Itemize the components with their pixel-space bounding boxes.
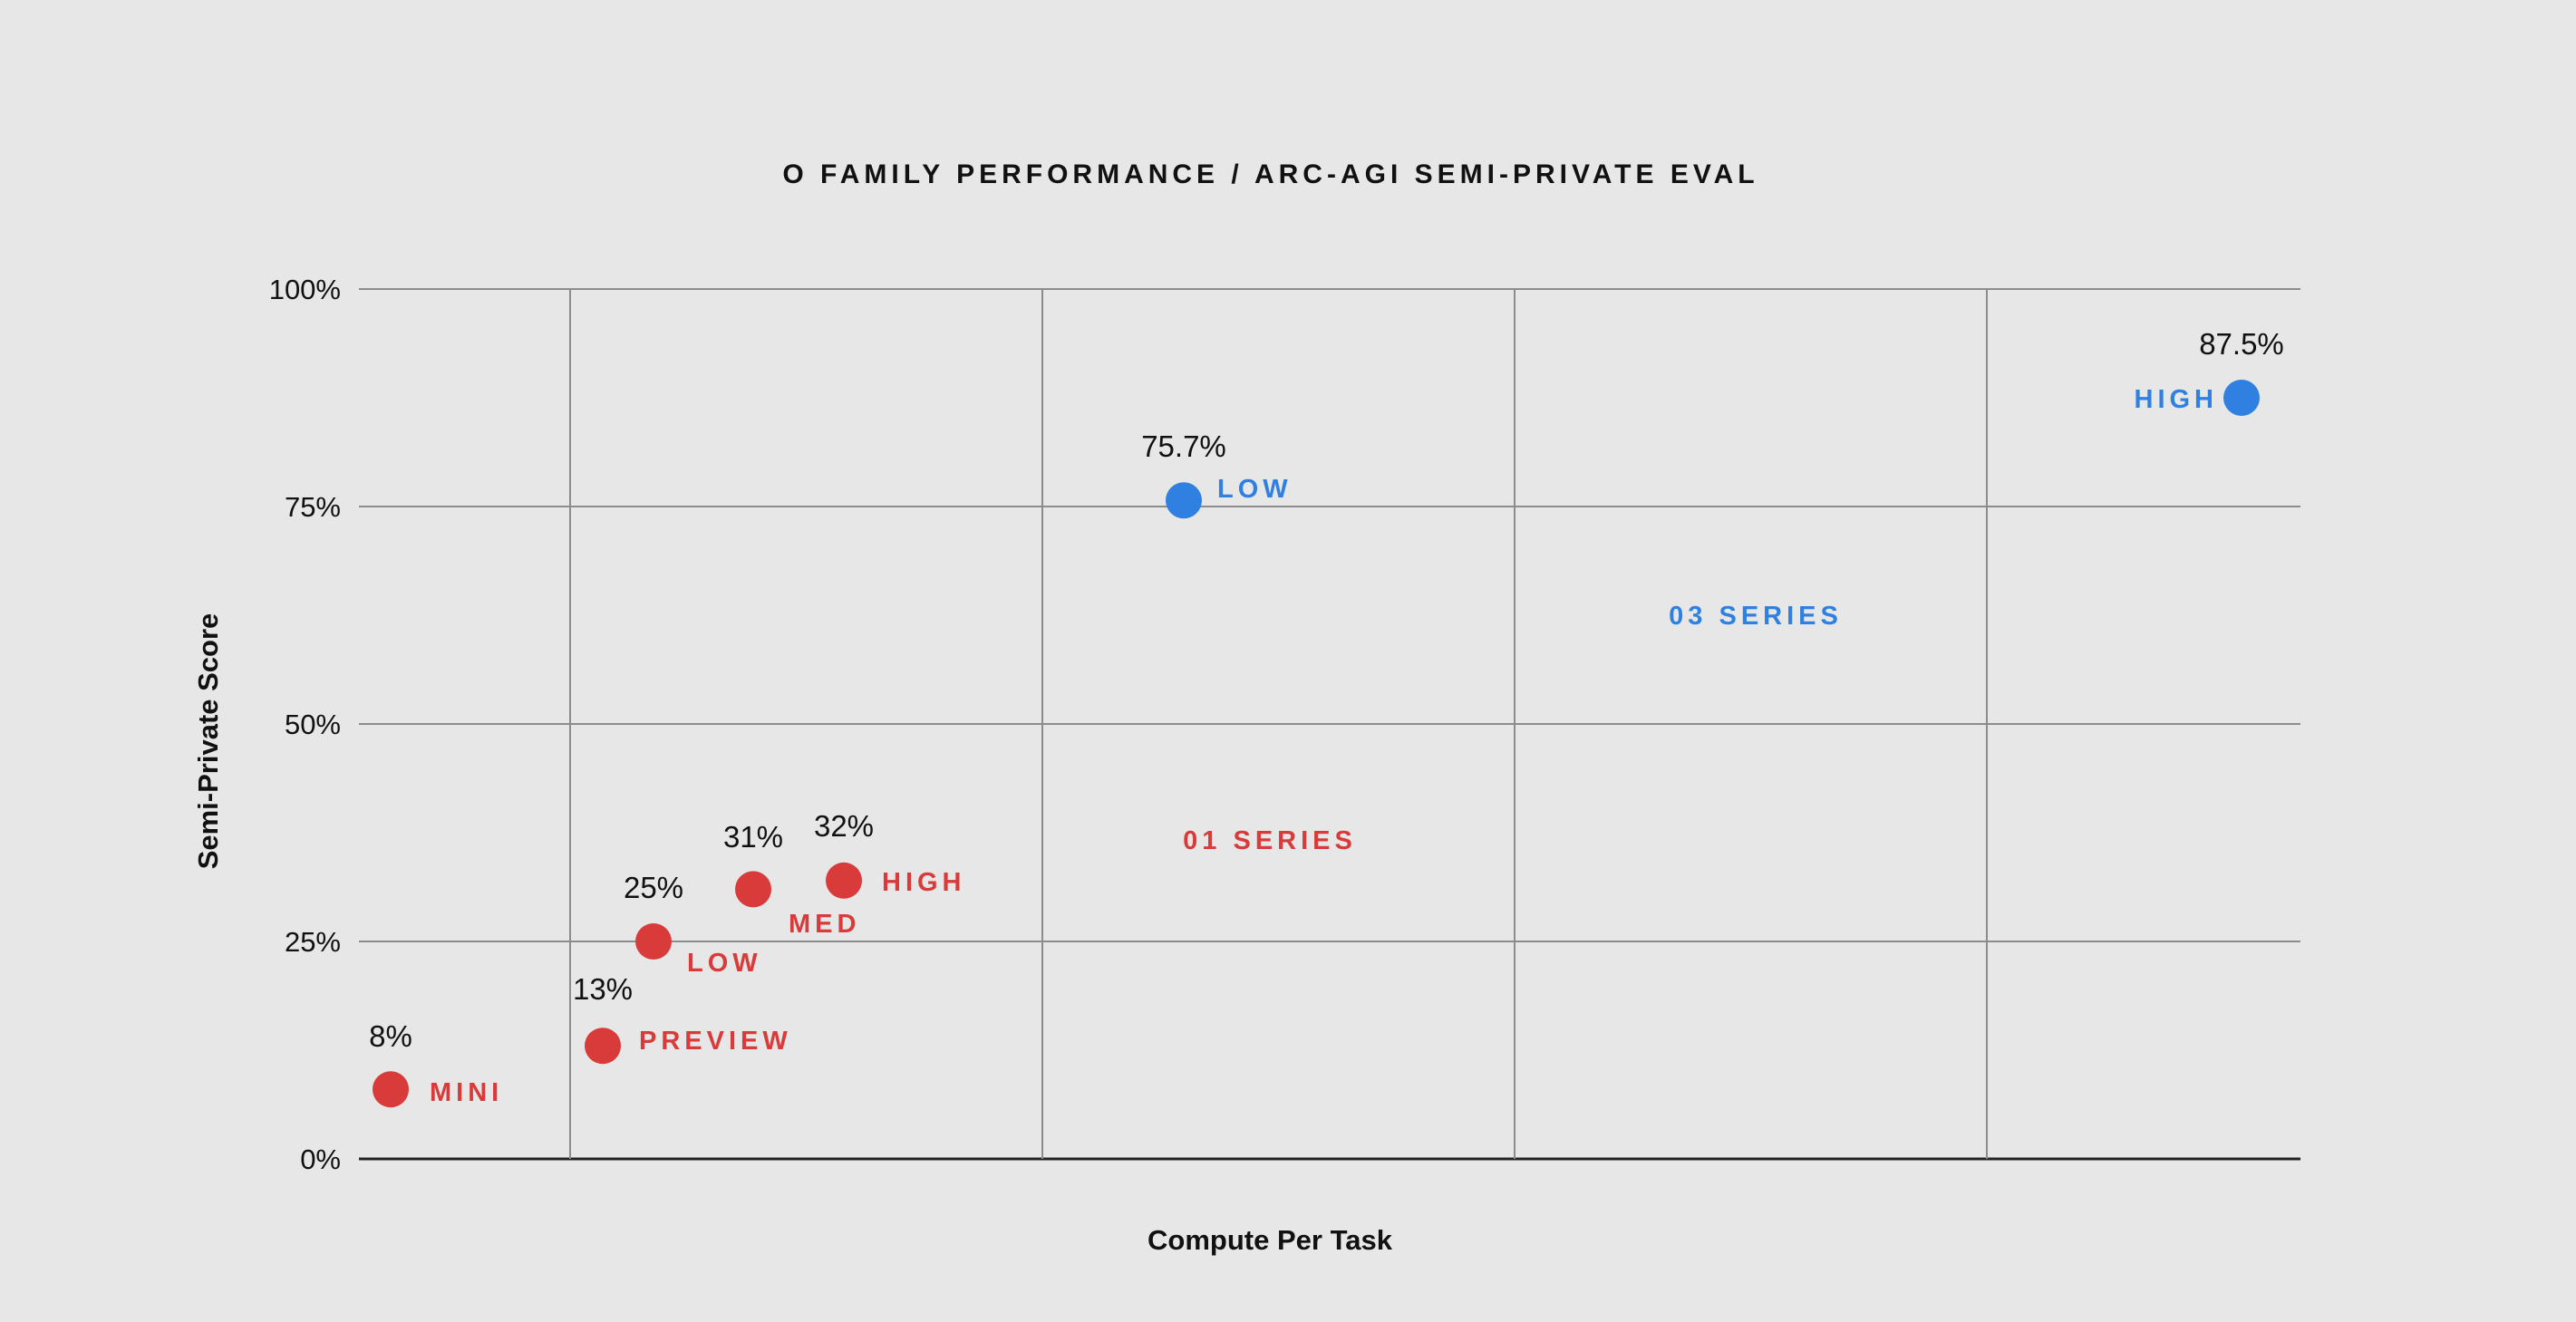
value-label: 31% [723, 820, 783, 854]
point-label: MINI [430, 1078, 503, 1107]
data-point [585, 1028, 621, 1065]
data-point [1166, 482, 1202, 519]
point-label: HIGH [882, 868, 966, 897]
value-label: 8% [369, 1019, 412, 1053]
grid-layer [359, 288, 2300, 1161]
y-tick-label: 25% [285, 926, 341, 958]
y-axis-label: Semi-Private Score [192, 613, 224, 870]
series-label: 03 SERIES [1669, 602, 1843, 631]
x-axis-label: Compute Per Task [1148, 1224, 1393, 1256]
data-point [373, 1071, 409, 1108]
data-point [635, 923, 672, 960]
point-label: LOW [687, 949, 762, 978]
y-tick-label: 75% [285, 491, 341, 523]
point-label: HIGH [2135, 385, 2219, 414]
value-label: 32% [814, 809, 874, 843]
value-label: 25% [624, 871, 683, 904]
chart-title: O FAMILY PERFORMANCE / ARC-AGI SEMI-PRIV… [782, 159, 1758, 189]
point-label: MED [789, 910, 860, 939]
y-tick-label: 100% [269, 274, 341, 305]
axis-layer: 0% 25% 50% 75% 100% [269, 274, 341, 1175]
data-point [826, 862, 862, 899]
point-label: PREVIEW [639, 1027, 792, 1056]
data-point [2223, 380, 2260, 416]
series-03-series: 03 SERIES LOW 75.7% HIGH 87.5% [1141, 327, 2284, 631]
point-label: LOW [1217, 475, 1293, 504]
data-point [735, 871, 771, 908]
value-label: 75.7% [1141, 429, 1226, 463]
y-tick-label: 50% [285, 709, 341, 740]
series-label: 01 SERIES [1183, 826, 1357, 855]
y-tick-label: 0% [300, 1143, 341, 1175]
value-label: 13% [573, 972, 633, 1006]
value-label: 87.5% [2199, 327, 2284, 361]
